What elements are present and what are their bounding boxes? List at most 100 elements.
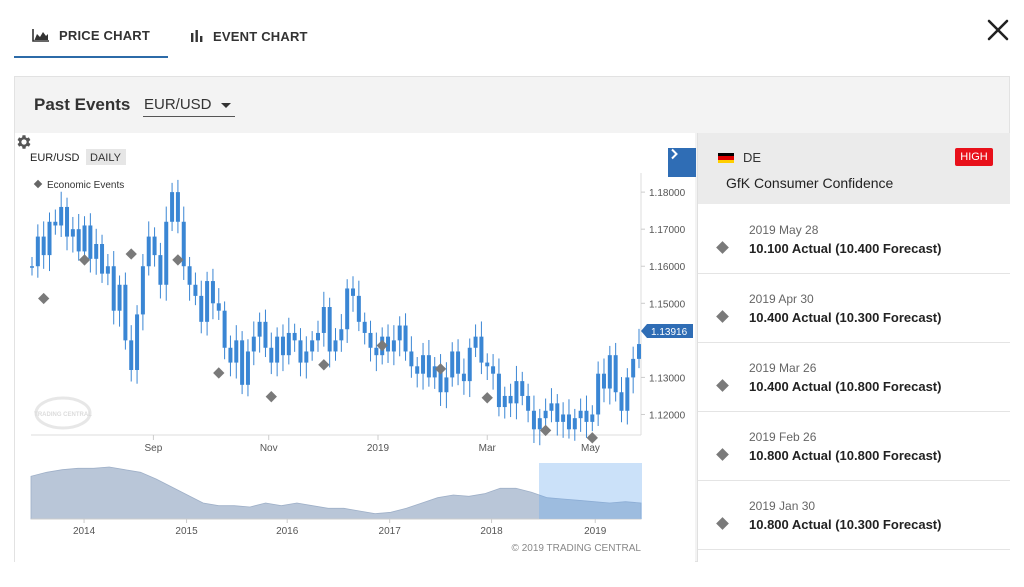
price-chart[interactable]: EUR/USD DAILY Economic Events TRADING CE… <box>15 133 695 563</box>
price-candle <box>153 237 157 256</box>
price-candle <box>584 411 588 422</box>
price-candle <box>298 340 302 362</box>
tab-event-chart-label: EVENT CHART <box>213 29 308 44</box>
navigator-tick-label: 2019 <box>584 526 607 537</box>
price-candle <box>374 348 378 355</box>
last-price-label: 1.13916 <box>641 324 693 338</box>
event-marker <box>38 293 49 304</box>
price-candle <box>398 326 402 341</box>
chart-interval[interactable]: DAILY <box>90 152 122 164</box>
price-candle <box>369 333 373 348</box>
price-candle <box>555 403 559 422</box>
price-candle <box>474 337 478 348</box>
chevron-right-icon <box>668 148 680 160</box>
legend-diamond-icon <box>34 180 42 188</box>
gear-icon[interactable] <box>15 133 33 151</box>
price-candle <box>631 359 635 378</box>
x-tick-label: Nov <box>260 443 278 454</box>
event-history-row[interactable]: 2019 Apr 30 10.400 Actual (10.300 Foreca… <box>698 274 1010 343</box>
price-candle <box>444 377 448 392</box>
price-candle <box>135 314 139 370</box>
price-candle <box>141 266 145 314</box>
price-candle <box>65 207 69 237</box>
price-candle <box>456 351 460 373</box>
price-candle <box>497 374 501 407</box>
price-candle <box>567 414 571 429</box>
event-diamond-icon <box>716 517 729 530</box>
price-candle <box>573 418 577 429</box>
currency-pair-value: EUR/USD <box>144 96 212 113</box>
chart-legend: Economic Events <box>47 180 124 191</box>
price-candle <box>514 381 518 403</box>
price-candle <box>211 281 215 303</box>
copyright-text: © 2019 TRADING CENTRAL <box>512 543 642 554</box>
event-date: 2019 Jan 30 <box>749 499 815 513</box>
event-diamond-icon <box>716 310 729 323</box>
price-candle <box>450 351 454 377</box>
price-candle <box>205 281 209 322</box>
event-detail-panel: DE HIGH GfK Consumer Confidence 2019 May… <box>697 133 1010 562</box>
price-candle <box>532 411 536 430</box>
price-candle <box>106 266 110 273</box>
chevron-down-icon <box>221 103 231 108</box>
price-candle <box>491 366 495 373</box>
event-marker <box>213 367 224 378</box>
price-candle <box>42 237 46 256</box>
chart-symbol: EUR/USD <box>30 152 80 164</box>
event-diamond-icon <box>716 379 729 392</box>
event-history-row[interactable]: 2019 May 28 10.100 Actual (10.400 Foreca… <box>698 205 1010 274</box>
page-title: Past Events <box>34 95 130 115</box>
price-candle <box>147 237 151 267</box>
price-candle <box>100 244 104 274</box>
price-candle <box>304 351 308 362</box>
past-events-panel: Past Events EUR/USD EUR/USD DAILY Econom… <box>14 76 1010 562</box>
event-date: 2019 May 28 <box>749 223 818 237</box>
tab-price-chart-label: PRICE CHART <box>59 28 150 43</box>
price-candle <box>88 225 92 258</box>
y-tick-label: 1.18000 <box>649 188 686 199</box>
price-candle <box>561 414 565 421</box>
chart-tabs: PRICE CHART EVENT CHART <box>14 14 326 58</box>
area-chart-icon <box>32 28 50 42</box>
price-candle <box>590 414 594 421</box>
price-candle <box>164 222 168 285</box>
price-candle <box>637 344 641 359</box>
tab-event-chart[interactable]: EVENT CHART <box>172 14 326 58</box>
price-candle <box>170 192 174 222</box>
navigator-tick-label: 2017 <box>379 526 402 537</box>
tab-price-chart[interactable]: PRICE CHART <box>14 14 168 58</box>
navigator-tick-label: 2014 <box>73 526 96 537</box>
price-candle <box>240 340 244 384</box>
price-candle <box>462 374 466 381</box>
event-history-row[interactable]: 2019 Mar 26 10.400 Actual (10.800 Foreca… <box>698 343 1010 412</box>
price-candle <box>520 381 524 396</box>
price-candle <box>293 333 297 340</box>
expand-panel-button[interactable] <box>668 148 696 177</box>
price-candle <box>503 396 507 407</box>
price-candle <box>112 266 116 310</box>
price-candle <box>30 266 34 268</box>
price-candle <box>386 337 390 352</box>
event-date: 2019 Feb 26 <box>749 430 816 444</box>
y-tick-label: 1.16000 <box>649 262 686 273</box>
currency-pair-select[interactable]: EUR/USD <box>143 93 235 117</box>
price-candle <box>193 285 197 296</box>
navigator-tick-label: 2015 <box>175 526 198 537</box>
event-history-row[interactable]: 2019 Feb 26 10.800 Actual (10.800 Foreca… <box>698 412 1010 481</box>
event-actual: 10.400 Actual (10.800 Forecast) <box>749 379 941 394</box>
event-actual: 10.800 Actual (10.300 Forecast) <box>749 517 941 532</box>
watermark-text: TRADING CENTRAL <box>34 412 92 418</box>
price-candle <box>549 403 553 410</box>
close-icon[interactable] <box>982 14 1014 46</box>
navigator-range-selector[interactable] <box>539 463 642 519</box>
event-history-row[interactable]: 2019 Jan 30 10.800 Actual (10.300 Foreca… <box>698 481 1010 550</box>
price-chart-area: EUR/USD DAILY Economic Events TRADING CE… <box>15 133 695 563</box>
price-candle <box>129 340 133 370</box>
price-candle <box>526 396 530 411</box>
price-candle <box>316 333 320 340</box>
price-candle <box>404 326 408 352</box>
price-candle <box>625 377 629 410</box>
price-candle <box>188 266 192 285</box>
y-tick-label: 1.12000 <box>649 410 686 421</box>
price-candle <box>579 411 583 418</box>
